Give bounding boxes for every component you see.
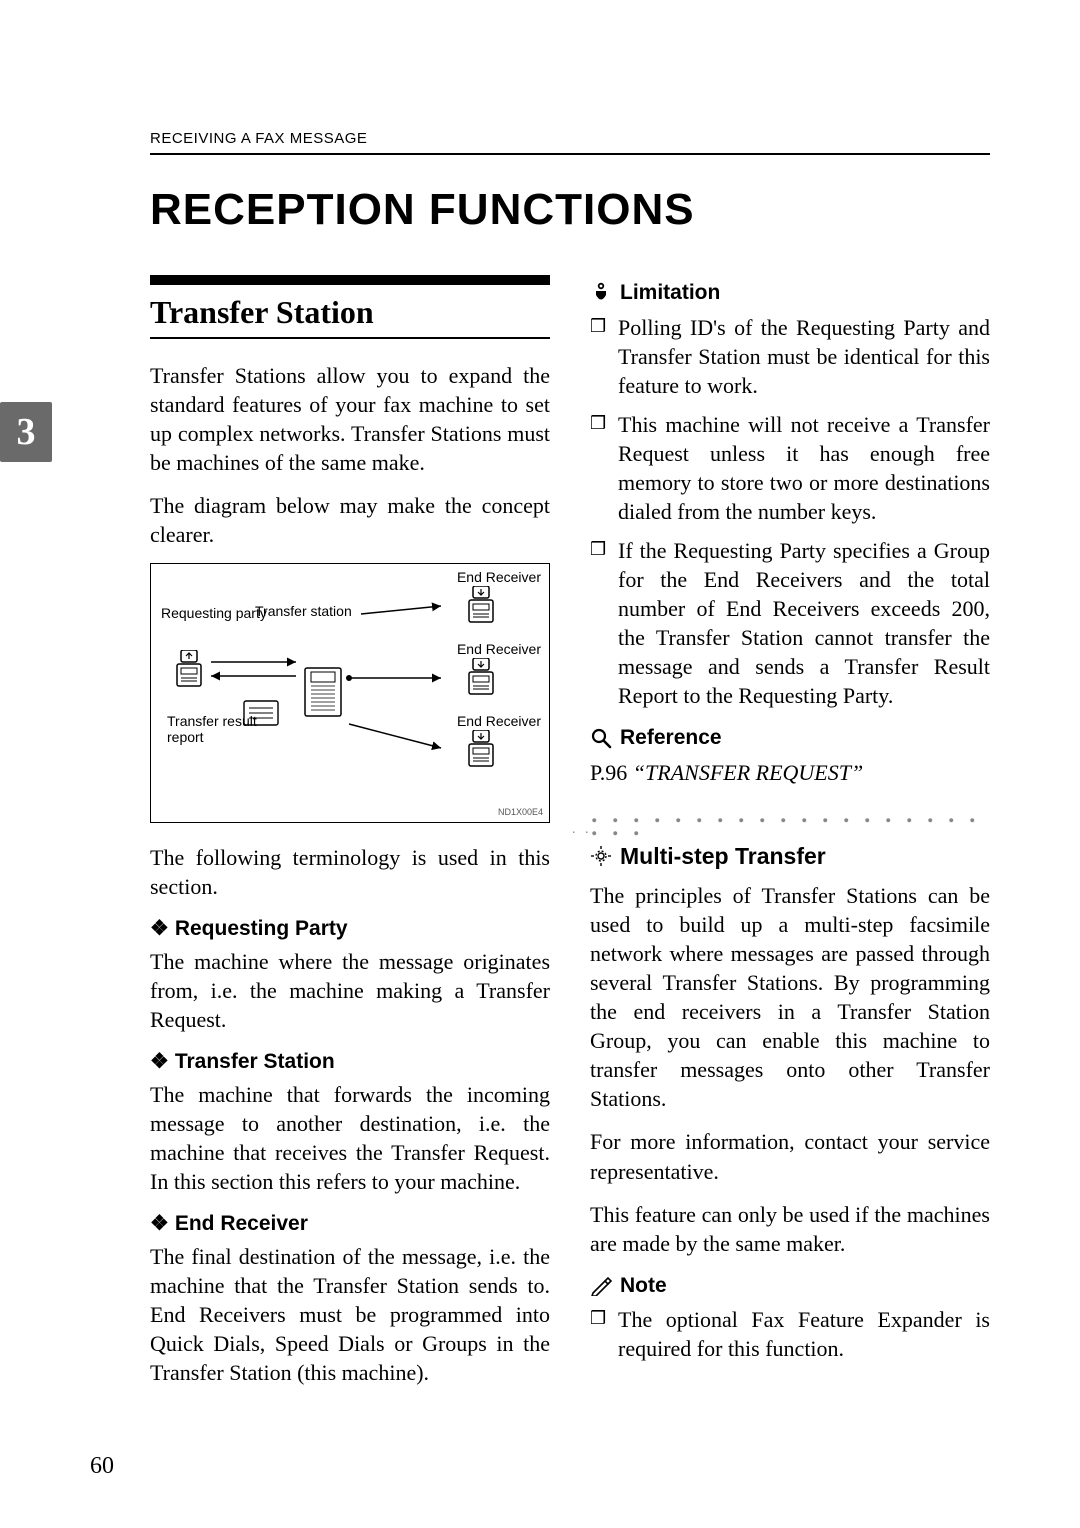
def-body-requesting-party: The machine where the message originates… bbox=[150, 947, 550, 1034]
dotted-lead: . . bbox=[572, 827, 592, 833]
diagram-label-end-receiver-1: End Receiver bbox=[457, 568, 541, 586]
limitation-list: Polling ID's of the Requesting Party and… bbox=[590, 313, 990, 710]
dotted-divider: . . . . . . . . . . . . . . . . . . . . … bbox=[590, 805, 990, 833]
fax-icon bbox=[467, 658, 495, 696]
note-title: Note bbox=[620, 1272, 667, 1300]
report-icon bbox=[243, 700, 279, 726]
limitation-item: If the Requesting Party specifies a Grou… bbox=[590, 536, 990, 710]
reference-heading: Reference bbox=[590, 724, 990, 752]
def-heading-requesting-party: ❖ Requesting Party bbox=[150, 915, 550, 943]
page-title: RECEPTION FUNCTIONS bbox=[150, 185, 990, 235]
diagram-label-requesting: Requesting party bbox=[161, 604, 267, 622]
limitation-item: This machine will not receive a Transfer… bbox=[590, 410, 990, 526]
limitation-title: Limitation bbox=[620, 279, 720, 307]
note-list: The optional Fax Feature Expander is req… bbox=[590, 1305, 990, 1363]
def-heading-transfer-station: ❖ Transfer Station bbox=[150, 1048, 550, 1076]
terminology-intro: The following terminology is used in thi… bbox=[150, 843, 550, 901]
left-column: Transfer Station Transfer Stations allow… bbox=[150, 275, 550, 1401]
intro-paragraph-1: Transfer Stations allow you to expand th… bbox=[150, 361, 550, 477]
content-columns: Transfer Station Transfer Stations allow… bbox=[150, 275, 990, 1401]
right-column: Limitation Polling ID's of the Requestin… bbox=[590, 275, 990, 1401]
def-heading-end-receiver: ❖ End Receiver bbox=[150, 1210, 550, 1238]
page-container: RECEIVING A FAX MESSAGE RECEPTION FUNCTI… bbox=[0, 0, 1080, 1528]
reference-text: P.96 “TRANSFER REQUEST” bbox=[590, 758, 990, 787]
diamond-icon: ❖ bbox=[150, 917, 169, 940]
multistep-title: Multi-step Transfer bbox=[620, 841, 826, 871]
note-item: The optional Fax Feature Expander is req… bbox=[590, 1305, 990, 1363]
def-body-transfer-station: The machine that forwards the incoming m… bbox=[150, 1080, 550, 1196]
note-icon bbox=[590, 1274, 612, 1296]
diamond-icon: ❖ bbox=[150, 1212, 169, 1235]
limitation-item: Polling ID's of the Requesting Party and… bbox=[590, 313, 990, 400]
def-title: Transfer Station bbox=[175, 1050, 335, 1073]
multistep-p1: The principles of Transfer Stations can … bbox=[590, 881, 990, 1113]
fax-icon bbox=[467, 730, 495, 768]
multistep-p3: This feature can only be used if the mac… bbox=[590, 1200, 990, 1258]
subsection-heading-wrap: Transfer Station bbox=[150, 275, 550, 339]
page-number: 60 bbox=[90, 1453, 114, 1480]
def-title: End Receiver bbox=[175, 1212, 308, 1235]
fax-icon bbox=[467, 586, 495, 624]
diagram-label-end-receiver-2: End Receiver bbox=[457, 640, 541, 658]
reference-prefix: P.96 bbox=[590, 760, 633, 785]
fax-icon bbox=[175, 650, 203, 688]
running-header: RECEIVING A FAX MESSAGE bbox=[150, 130, 990, 155]
intro-paragraph-2: The diagram below may make the concept c… bbox=[150, 491, 550, 549]
section-heading-transfer-station: Transfer Station bbox=[150, 275, 550, 339]
limitation-icon bbox=[590, 282, 612, 304]
limitation-heading: Limitation bbox=[590, 279, 990, 307]
multistep-heading: Multi-step Transfer bbox=[590, 841, 990, 871]
diagram-label-end-receiver-3: End Receiver bbox=[457, 712, 541, 730]
lightbulb-icon bbox=[590, 845, 612, 867]
reference-icon bbox=[590, 727, 612, 749]
def-body-end-receiver: The final destination of the message, i.… bbox=[150, 1242, 550, 1387]
diamond-icon: ❖ bbox=[150, 1050, 169, 1073]
transfer-diagram: End Receiver Requesting party Transfer s… bbox=[150, 563, 550, 823]
reference-italic: “TRANSFER REQUEST” bbox=[633, 760, 863, 785]
note-heading: Note bbox=[590, 1272, 990, 1300]
fax-icon bbox=[301, 664, 345, 720]
diagram-label-transfer-station: Transfer station bbox=[255, 602, 352, 620]
def-title: Requesting Party bbox=[175, 917, 348, 940]
diagram-code: ND1X00E4 bbox=[498, 807, 543, 819]
multistep-p2: For more information, contact your servi… bbox=[590, 1127, 990, 1185]
reference-title: Reference bbox=[620, 724, 722, 752]
